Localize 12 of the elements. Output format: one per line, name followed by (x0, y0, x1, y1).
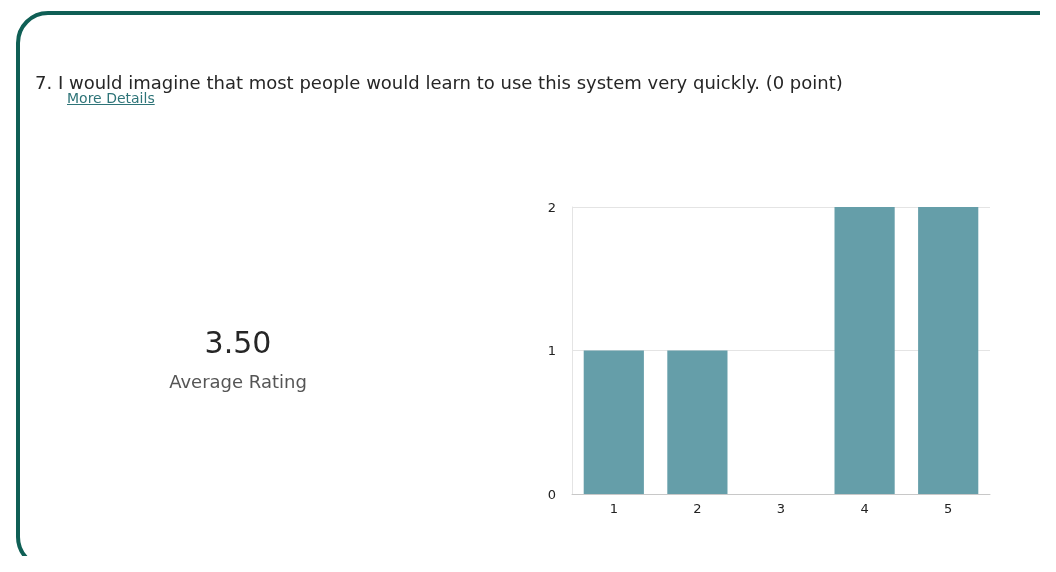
text: Average Rating (168, 371, 308, 392)
y-tick-label: 1 (547, 343, 556, 358)
y-tick-label: 2 (547, 199, 556, 215)
x-tick-label: 4 (860, 501, 869, 516)
text: More Details (67, 90, 155, 106)
text: 3.50 (203, 325, 273, 360)
x-tick-label: 5 (944, 501, 953, 516)
x-tick-label: 2 (693, 501, 702, 516)
y-tick-label: 0 (547, 486, 556, 502)
x-tick-label: 1 (609, 501, 618, 516)
x-tick-label: 3 (776, 501, 786, 516)
chart-title: 7. I would imagine that most people would learn to use this system very quickly. (0 point) (35, 72, 843, 93)
